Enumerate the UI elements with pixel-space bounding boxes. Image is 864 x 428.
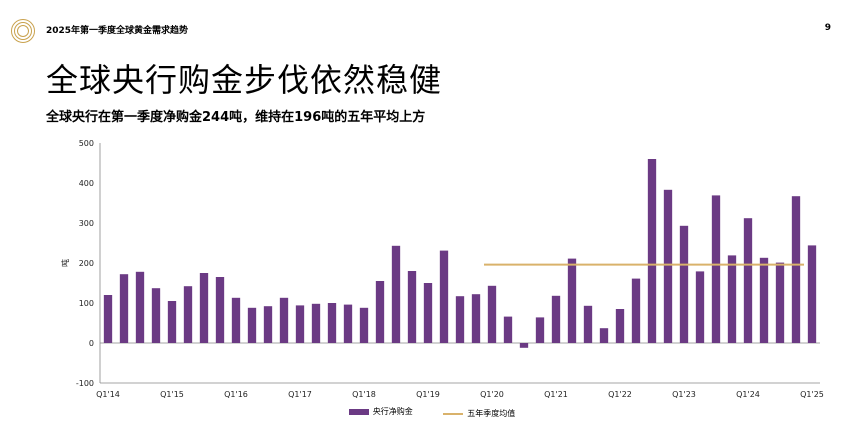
bar — [167, 301, 177, 343]
legend-item-bars: 央行净购金 — [348, 406, 413, 417]
legend-bar-swatch — [348, 408, 369, 415]
bar — [471, 294, 481, 343]
bar — [199, 273, 209, 343]
bar — [631, 278, 641, 343]
bar — [327, 303, 337, 343]
page-number: 9 — [824, 23, 831, 33]
bar — [775, 262, 785, 343]
bar — [423, 283, 433, 343]
bar — [727, 255, 737, 343]
bar — [711, 195, 721, 343]
bar — [311, 303, 321, 343]
bar — [231, 297, 241, 343]
logo-icon — [11, 19, 35, 43]
chart-subtitle: 全球央行在第一季度净购金244吨，维持在196吨的五年平均上方 — [46, 110, 426, 125]
bar — [759, 257, 769, 343]
x-tick-label: Q1'16 — [224, 390, 248, 399]
x-tick-label: Q1'17 — [288, 390, 312, 399]
x-tick-label: Q1'21 — [544, 390, 568, 399]
bar — [343, 304, 353, 343]
y-axis-label: 吨 — [60, 259, 70, 267]
bar — [663, 189, 673, 343]
bar — [535, 317, 545, 343]
bar — [647, 159, 657, 343]
bar — [119, 274, 129, 343]
bar — [807, 245, 817, 343]
y-tick-label: 0 — [89, 339, 94, 348]
bar — [487, 285, 497, 343]
x-tick-label: Q1'20 — [480, 390, 504, 399]
bar — [375, 281, 385, 343]
bar — [583, 305, 593, 343]
x-tick-label: Q1'24 — [736, 390, 760, 399]
bar — [407, 271, 417, 343]
legend-line-label: 五年季度均值 — [467, 409, 516, 418]
x-tick-label: Q1'25 — [800, 390, 824, 399]
bar — [135, 271, 145, 343]
y-tick-label: 200 — [79, 259, 94, 268]
bar — [679, 225, 689, 343]
page-title: 全球央行购金步伐依然稳健 — [46, 61, 443, 99]
report-title: 2025年第一季度全球黄金需求趋势 — [46, 26, 189, 36]
y-tick-label: 300 — [79, 219, 94, 228]
x-tick-label: Q1'19 — [416, 390, 440, 399]
bar — [391, 245, 401, 343]
chart-legend: 央行净购金 五年季度均值 — [0, 406, 864, 419]
bar — [791, 196, 801, 343]
x-tick-label: Q1'14 — [96, 390, 120, 399]
bar — [295, 305, 305, 343]
bar — [599, 328, 609, 343]
bar — [695, 271, 705, 343]
y-tick-label: 400 — [79, 179, 94, 188]
bar — [439, 250, 449, 343]
bar — [183, 286, 193, 343]
legend-line-swatch — [443, 412, 464, 415]
bar — [519, 343, 529, 348]
bar — [567, 258, 577, 343]
bar — [263, 306, 273, 343]
bar — [151, 288, 161, 343]
x-tick-label: Q1'18 — [352, 390, 376, 399]
y-tick-label: 500 — [79, 139, 94, 148]
bar — [359, 307, 369, 343]
bar — [551, 295, 561, 343]
x-tick-label: Q1'15 — [160, 390, 184, 399]
x-tick-label: Q1'22 — [608, 390, 632, 399]
bar — [247, 307, 257, 343]
bar — [503, 316, 513, 343]
bar — [455, 296, 465, 343]
bar — [743, 218, 753, 343]
bar — [279, 297, 289, 343]
legend-item-average: 五年季度均值 — [443, 408, 515, 419]
bar — [215, 277, 225, 343]
x-tick-label: Q1'23 — [672, 390, 696, 399]
bar — [103, 295, 113, 343]
bar — [615, 309, 625, 343]
y-tick-label: -100 — [76, 379, 94, 388]
legend-bar-label: 央行净购金 — [372, 407, 413, 416]
y-tick-label: 100 — [79, 299, 94, 308]
